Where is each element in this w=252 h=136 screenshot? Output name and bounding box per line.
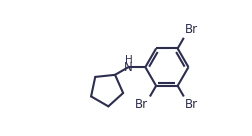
Text: N: N xyxy=(124,61,133,74)
Text: Br: Br xyxy=(185,98,199,111)
Text: Br: Br xyxy=(185,23,199,36)
Text: H: H xyxy=(124,55,132,65)
Text: Br: Br xyxy=(135,98,148,111)
